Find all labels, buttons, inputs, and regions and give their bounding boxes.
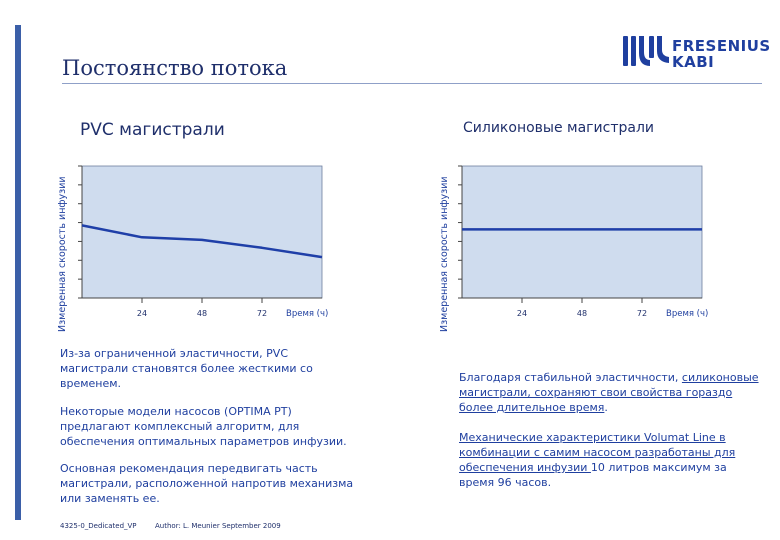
optima-description: Некоторые модели насосов (OPTIMA PT) пре… xyxy=(60,405,347,448)
left-x-axis-title: Время (ч) xyxy=(286,309,328,319)
logo-line-1: FRESENIUS xyxy=(672,37,771,55)
pvc-description: Из-за ограниченной эластичности, PVC маг… xyxy=(60,347,313,390)
right-x-tick-label: 48 xyxy=(577,309,587,318)
right-x-axis-title: Время (ч) xyxy=(666,309,708,319)
accent-bar xyxy=(15,25,21,520)
left-x-tick-label: 48 xyxy=(197,309,207,318)
silicone-description-highlight: силиконовые магистрали, сохраняют свои с… xyxy=(459,371,759,414)
left-chart-title: PVC магистрали xyxy=(80,120,225,140)
volumat-description-tail: 10 литров максимум за время 96 часов. xyxy=(459,461,727,489)
footer-author: Author: L. Meunier September 2009 xyxy=(155,522,281,530)
right-x-tick-label: 24 xyxy=(517,309,527,318)
page-title: Постоянство потока xyxy=(62,56,288,80)
volumat-description-highlight: Механические характеристики Volumat Line… xyxy=(459,431,736,474)
logo-wordmark: FRESENIUS KABI xyxy=(672,38,771,70)
left-series-line xyxy=(81,224,323,259)
left-plot-area xyxy=(81,165,323,299)
left-x-tick-label: 24 xyxy=(137,309,147,318)
footer-document-code: 4325-0_Dedicated_VP xyxy=(60,522,137,530)
right-chart: 24 48 72 Время (ч) xyxy=(458,165,708,319)
logo-line-2: KABI xyxy=(672,53,715,71)
silicone-description-end: . xyxy=(604,401,608,414)
silicone-description: Благодаря стабильной эластичности, силик… xyxy=(459,370,759,415)
volumat-description: Механические характеристики Volumat Line… xyxy=(459,430,759,490)
recommendation-text: Основная рекомендация передвигать часть … xyxy=(60,462,354,505)
silicone-description-lead: Благодаря стабильной эластичности, xyxy=(459,371,682,384)
left-chart: 24 48 72 Время (ч) xyxy=(78,165,328,319)
right-chart-title: Силиконовые магистрали xyxy=(463,120,654,136)
right-x-tick-label: 72 xyxy=(637,309,647,318)
fresenius-logo-icon xyxy=(623,36,669,66)
right-plot-area xyxy=(461,165,703,299)
left-x-tick-label: 72 xyxy=(257,309,267,318)
title-divider xyxy=(62,83,762,84)
